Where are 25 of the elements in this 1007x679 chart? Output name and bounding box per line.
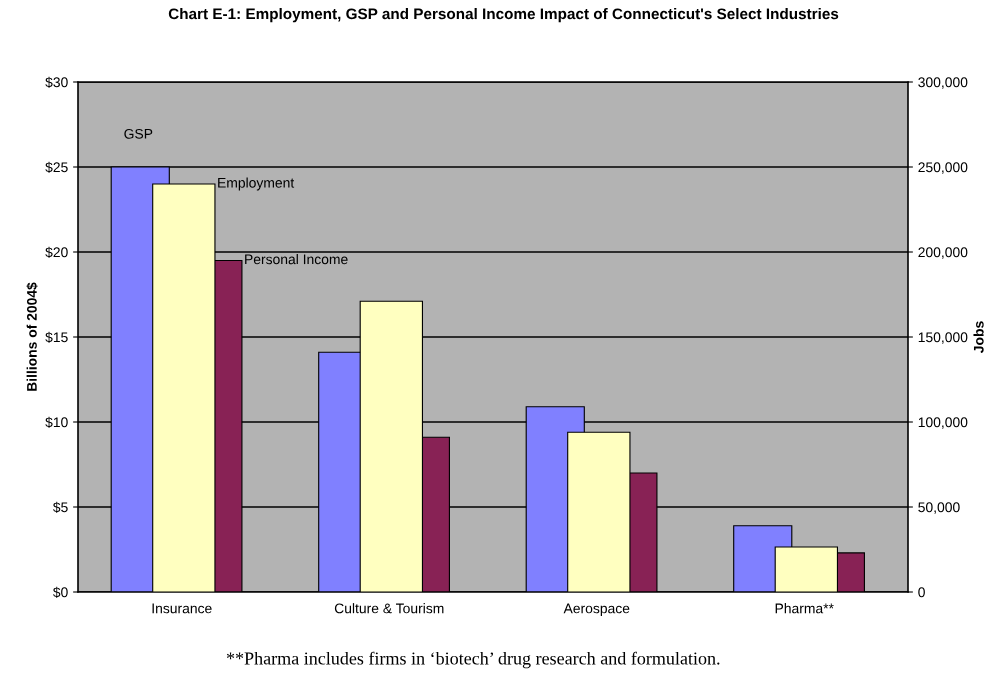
- x-tick-label: Insurance: [152, 603, 212, 614]
- y-tick-label: $10: [45, 416, 68, 428]
- y2-tick-label: 100,000: [918, 417, 968, 429]
- y-tick-label: $0: [52, 586, 68, 598]
- y-tick-label: $30: [45, 76, 68, 88]
- y2-tick-label: 0: [918, 587, 925, 598]
- series-label: Personal Income: [245, 254, 348, 265]
- y-tick-label: $5: [52, 501, 68, 513]
- y-axis-title: Billions of 2004$: [26, 282, 38, 391]
- y-tick-label: $20: [45, 246, 68, 258]
- text: GSP: [124, 128, 153, 139]
- chart-title: Chart E-1: Employment, GSP and Personal Income Impact of Connecticut's Select Industries: [168, 8, 839, 23]
- y2-tick-label: 250,000: [918, 162, 968, 174]
- y2-tick-label: 200,000: [918, 247, 968, 259]
- series-label: Employment: [218, 177, 295, 191]
- y2-tick-label: 300,000: [918, 77, 968, 89]
- y-tick-label: $25: [45, 161, 68, 173]
- y2-tick-label: 50,000: [918, 502, 960, 514]
- y2-tick-label: 150,000: [918, 332, 968, 344]
- x-tick-label: Culture & Tourism: [334, 603, 444, 614]
- x-tick-label: Aerospace: [563, 603, 630, 617]
- x-tick-label: Pharma**: [775, 603, 834, 614]
- y-tick-label: $15: [45, 331, 68, 343]
- y2-axis-title: Jobs: [973, 321, 984, 353]
- text: **Pharma includes firms in ‘biotech’ drug research and formulation.: [226, 651, 720, 669]
